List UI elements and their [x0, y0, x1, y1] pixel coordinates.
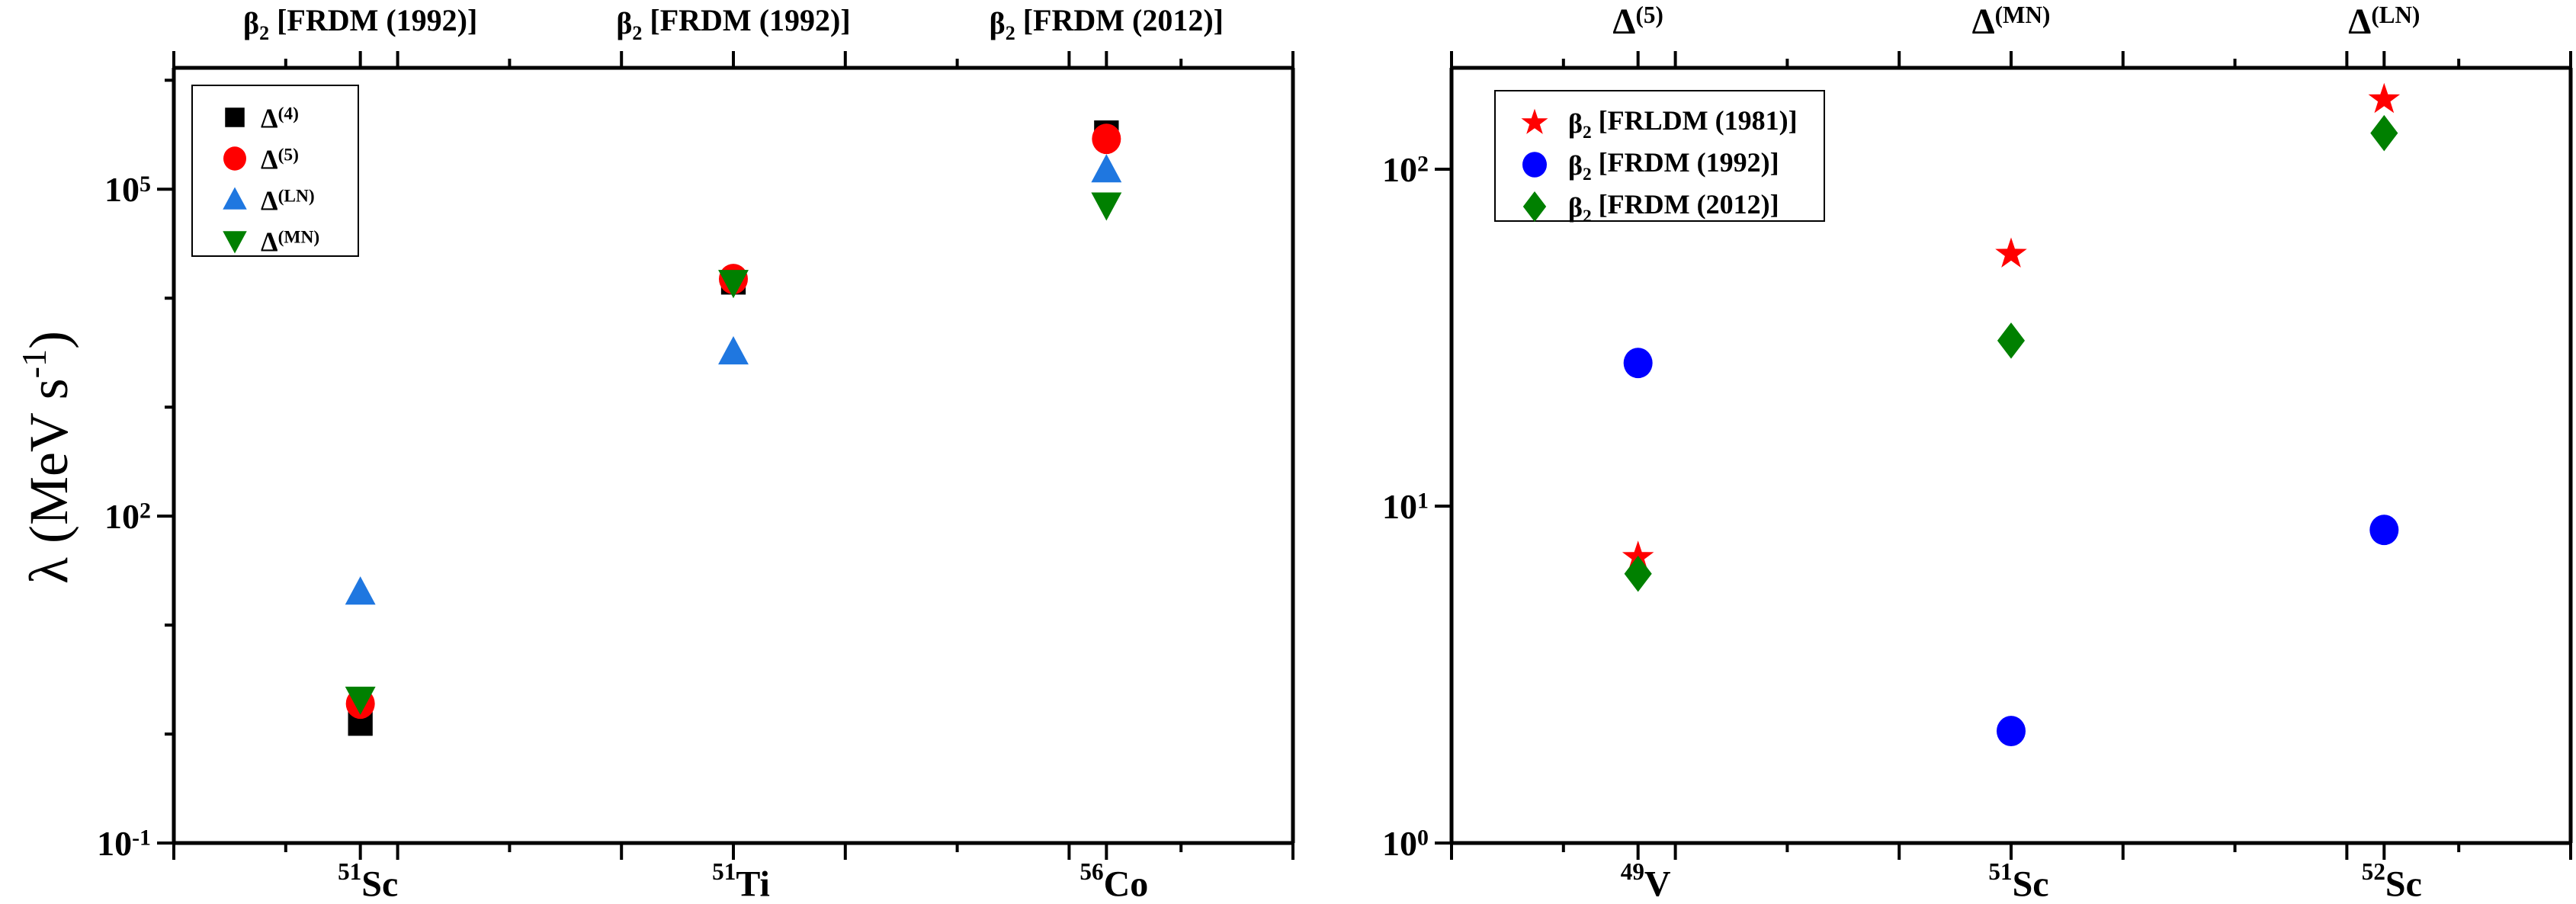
legend-marker: [1522, 191, 1547, 222]
legend-box: [191, 85, 359, 257]
legend-label: β2 [FRDM (2012)]: [1568, 189, 1779, 226]
legend-label: β2 [FRLDM (1981)]: [1568, 105, 1798, 143]
legend: β2 [FRLDM (1981)] β2 [FRDM (1992)] β2 [FRD…: [1494, 90, 1825, 226]
data-point: [1091, 192, 1122, 221]
legend-marker: [1522, 152, 1547, 178]
data-point: [1997, 716, 2026, 747]
legend-label: Δ(4): [261, 103, 299, 133]
x-tick-label: 51Sc: [338, 858, 398, 900]
legend: Δ(4) Δ(5) Δ(LN) Δ(MN): [191, 85, 359, 257]
data-point: [1997, 322, 2026, 359]
legend-label: β2 [FRDM (1992)]: [1568, 147, 1779, 184]
legend-marker: [223, 231, 247, 254]
y-tick-label: 102: [1382, 150, 1429, 189]
data-point: [718, 270, 749, 299]
legend-box: [1494, 90, 1825, 222]
right-panel: 100 101 102 49V 51Sc 52Sc Δ(5) Δ(MN) Δ(LN) β2 [FR…: [1382, 2, 2573, 904]
data-point: [2369, 515, 2399, 546]
top-axis-label: β2 [FRDM (2012)]: [990, 3, 1224, 44]
x-tick-label: 51Ti: [712, 858, 770, 900]
legend-marker: [223, 187, 247, 210]
data-point: [1091, 154, 1122, 183]
legend-marker: [1521, 108, 1548, 134]
legend-marker: [223, 146, 246, 171]
top-axis-label: β2 [FRDM (1992)]: [616, 3, 850, 44]
data-point: [345, 686, 376, 715]
y-axis-label: λ (MeV s-1): [14, 331, 79, 584]
legend-label: Δ(5): [261, 144, 299, 175]
data-point: [2368, 82, 2401, 114]
y-tick-label: 10-1: [97, 824, 151, 863]
data-point: [2370, 114, 2398, 152]
top-axis-label: Δ(LN): [2348, 2, 2420, 42]
y-tick-label: 105: [104, 170, 151, 209]
data-point: [1623, 348, 1653, 379]
left-panel: 10-1 102 105 51Sc 51Ti 56Co β2 [FRDM (1992)] β2…: [97, 3, 1295, 904]
top-axis-label: Δ(MN): [1972, 2, 2051, 42]
x-tick-label: 52Sc: [2362, 858, 2422, 900]
x-tick-label: 49V: [1621, 858, 1671, 900]
y-tick-label: 100: [1382, 824, 1429, 863]
x-tick-label: 51Sc: [1988, 858, 2048, 900]
y-tick-label: 101: [1382, 487, 1429, 526]
top-axis-label: β2 [FRDM (1992)]: [243, 3, 477, 44]
legend-label: Δ(LN): [261, 185, 315, 216]
top-axis-label: Δ(5): [1612, 2, 1663, 42]
y-tick-label: 102: [104, 497, 151, 536]
data-point: [345, 576, 376, 605]
x-tick-label: 56Co: [1079, 858, 1148, 900]
data-point: [1092, 123, 1121, 155]
legend-marker: [225, 107, 245, 127]
legend-label: Δ(MN): [261, 226, 319, 257]
data-point: [1995, 237, 2027, 268]
data-point: [1624, 555, 1652, 592]
data-point: [718, 336, 749, 365]
